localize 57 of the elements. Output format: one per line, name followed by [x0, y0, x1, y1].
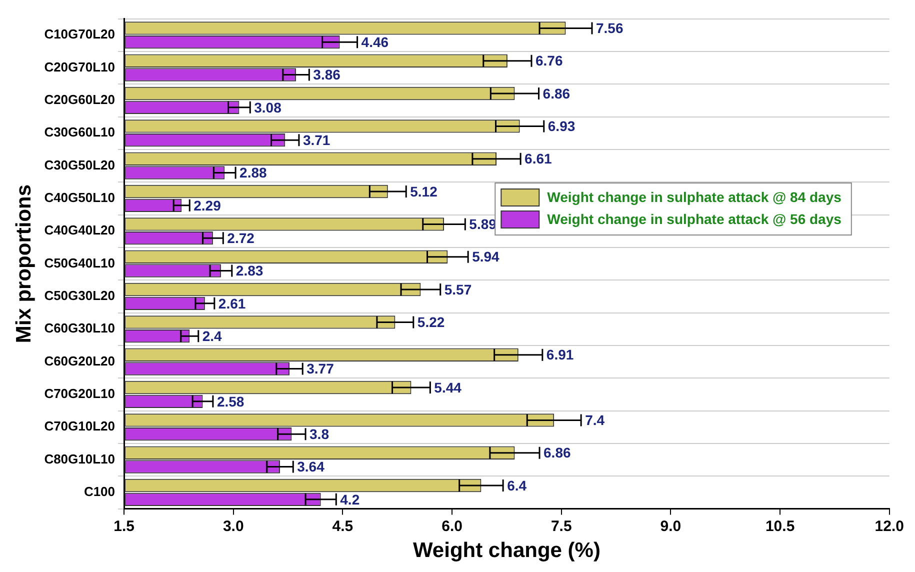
- data-label: 5.22: [417, 314, 445, 330]
- data-label: 6.93: [548, 118, 576, 134]
- data-label: 5.57: [444, 281, 472, 298]
- data-label: 2.58: [216, 393, 244, 410]
- data-label: 5.44: [434, 379, 462, 396]
- y-tick-label: C30G60L10: [44, 124, 116, 140]
- data-label: 6.86: [544, 444, 571, 461]
- data-label: 3.71: [302, 132, 330, 148]
- x-tick-label: 4.5: [332, 518, 354, 535]
- x-tick-label: 6.0: [442, 518, 462, 535]
- x-tick-label: 12.0: [874, 518, 904, 535]
- y-tick-label: C100: [84, 484, 116, 500]
- data-label: 3.08: [254, 99, 282, 116]
- data-label: 6.76: [535, 52, 563, 69]
- legend-label: Weight change in sulphate attack @ 84 days: [547, 188, 842, 205]
- y-tick-label: C40G50L10: [44, 190, 116, 206]
- data-label: 2.61: [218, 295, 246, 312]
- y-tick-label: C40G40L20: [44, 222, 116, 238]
- y-tick-label: C60G30L10: [44, 320, 116, 336]
- y-tick-label: C60G20L20: [44, 353, 116, 368]
- data-label: 7.56: [596, 20, 624, 36]
- y-tick-label: C10G70L20: [44, 26, 116, 42]
- data-label: 5.94: [472, 248, 500, 265]
- y-tick-label: C20G70L10: [44, 59, 116, 74]
- x-tick-label: 7.5: [550, 518, 572, 535]
- y-tick-label: C80G10L10: [44, 451, 116, 466]
- data-label: 4.46: [361, 34, 389, 50]
- x-tick-label: 3.0: [222, 518, 244, 535]
- data-label: 6.91: [546, 346, 574, 363]
- data-label: 2.29: [194, 197, 222, 214]
- x-tick-label: 10.5: [765, 518, 795, 535]
- y-tick-label: C50G30L20: [44, 288, 116, 304]
- data-label: 3.86: [313, 66, 341, 83]
- x-tick-label: 9.0: [660, 518, 682, 535]
- data-label: 3.64: [297, 458, 325, 475]
- data-label: 7.4: [585, 412, 605, 428]
- data-label: 3.8: [310, 426, 330, 442]
- data-label: 2.4: [202, 328, 222, 344]
- data-label: 5.12: [410, 183, 438, 200]
- y-tick-label: C70G10L20: [44, 418, 116, 434]
- y-tick-label: C30G50L20: [44, 157, 116, 172]
- y-tick-label: C50G40L10: [44, 255, 116, 270]
- data-label: 2.83: [236, 262, 264, 279]
- y-tick-label: C70G20L10: [44, 386, 116, 402]
- y-axis-title: Mix proportions: [12, 184, 36, 344]
- x-tick-label: 1.5: [114, 518, 134, 535]
- data-label: 3.77: [306, 360, 334, 377]
- data-label: 6.61: [524, 150, 552, 167]
- data-label: 5.89: [469, 216, 497, 232]
- data-label: 6.4: [507, 477, 527, 494]
- data-label: 2.88: [240, 164, 268, 181]
- x-axis-title: Weight change (%): [412, 539, 600, 562]
- legend-label: Weight change in sulphate attack @ 56 days: [547, 210, 842, 227]
- data-label: 2.72: [227, 230, 255, 246]
- y-tick-label: C20G60L20: [44, 92, 116, 108]
- data-label: 6.86: [542, 85, 570, 102]
- data-label: 4.2: [340, 491, 360, 508]
